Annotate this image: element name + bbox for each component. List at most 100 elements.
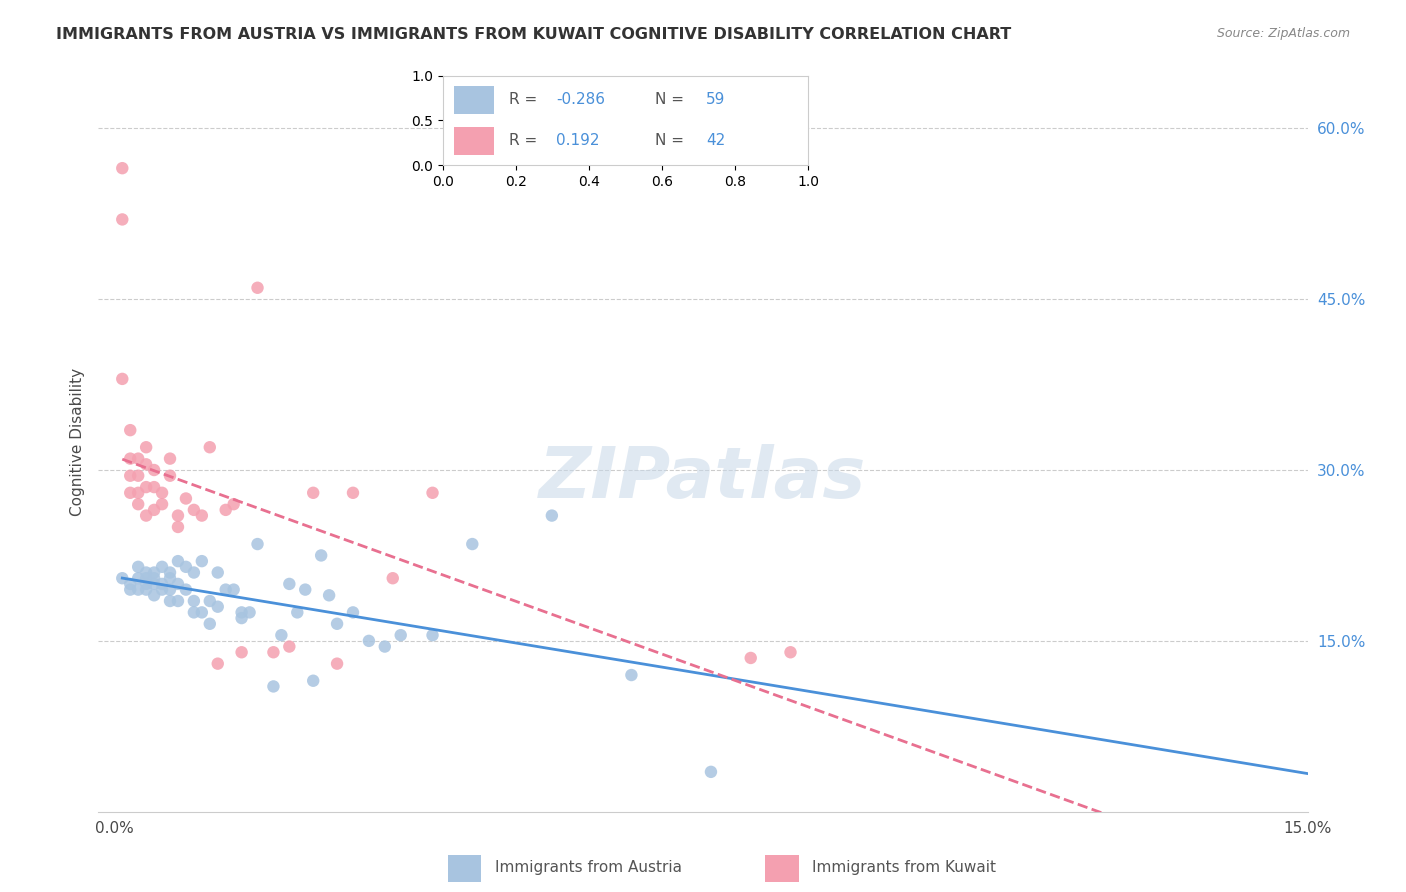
Point: [294, 582, 316, 597]
Point: [309, 549, 332, 563]
Point: [159, 468, 181, 483]
Point: [207, 599, 229, 614]
Point: [150, 582, 173, 597]
Point: [302, 485, 325, 500]
Point: [120, 485, 142, 500]
Point: [318, 588, 340, 602]
Point: [143, 503, 166, 517]
Point: [143, 463, 166, 477]
Point: [111, 372, 134, 386]
Point: [222, 582, 245, 597]
Text: Immigrants from Kuwait: Immigrants from Kuwait: [813, 860, 995, 875]
Point: [135, 508, 157, 523]
Point: [135, 566, 157, 580]
Point: [127, 571, 149, 585]
Text: 0.192: 0.192: [557, 134, 600, 148]
Point: [135, 480, 157, 494]
Point: [120, 423, 142, 437]
Point: [120, 451, 142, 466]
Point: [270, 628, 292, 642]
Point: [127, 468, 149, 483]
Point: [135, 571, 157, 585]
FancyBboxPatch shape: [447, 855, 481, 881]
Point: [167, 508, 190, 523]
Point: [120, 577, 142, 591]
Point: [143, 588, 166, 602]
Point: [326, 657, 349, 671]
Point: [150, 485, 173, 500]
Point: [381, 571, 404, 585]
Point: [540, 508, 562, 523]
Point: [302, 673, 325, 688]
Point: [191, 508, 214, 523]
Point: [111, 212, 134, 227]
Point: [111, 161, 134, 176]
Point: [389, 628, 412, 642]
FancyBboxPatch shape: [765, 855, 799, 881]
Point: [167, 594, 190, 608]
Text: -0.286: -0.286: [557, 93, 605, 107]
Point: [191, 554, 214, 568]
Point: [422, 485, 444, 500]
Point: [127, 582, 149, 597]
Point: [127, 559, 149, 574]
Text: ZIPatlas: ZIPatlas: [540, 444, 866, 513]
Point: [262, 645, 284, 659]
Point: [222, 497, 245, 511]
Point: [207, 566, 229, 580]
Point: [231, 645, 253, 659]
Point: [215, 582, 238, 597]
Point: [422, 628, 444, 642]
Point: [135, 440, 157, 454]
Point: [167, 554, 190, 568]
Text: R =: R =: [509, 93, 541, 107]
Point: [239, 606, 262, 620]
Point: [246, 537, 269, 551]
Point: [183, 503, 205, 517]
Point: [167, 577, 190, 591]
Point: [159, 571, 181, 585]
Text: N =: N =: [655, 134, 689, 148]
Point: [120, 582, 142, 597]
Point: [740, 651, 762, 665]
Text: Source: ZipAtlas.com: Source: ZipAtlas.com: [1216, 27, 1350, 40]
Point: [174, 559, 197, 574]
Point: [700, 764, 723, 779]
Text: 59: 59: [706, 93, 725, 107]
Point: [159, 594, 181, 608]
Point: [342, 485, 364, 500]
Point: [120, 468, 142, 483]
Point: [779, 645, 801, 659]
Point: [198, 616, 221, 631]
Point: [278, 577, 301, 591]
Point: [150, 577, 173, 591]
Text: 42: 42: [706, 134, 725, 148]
Point: [127, 485, 149, 500]
Point: [198, 440, 221, 454]
Point: [167, 520, 190, 534]
Point: [143, 480, 166, 494]
Point: [127, 497, 149, 511]
Point: [278, 640, 301, 654]
Point: [215, 503, 238, 517]
Point: [183, 594, 205, 608]
Point: [135, 582, 157, 597]
Point: [183, 566, 205, 580]
Point: [357, 633, 380, 648]
Point: [326, 616, 349, 631]
Point: [135, 577, 157, 591]
Point: [262, 680, 284, 694]
Point: [111, 571, 134, 585]
Point: [183, 606, 205, 620]
Point: [198, 594, 221, 608]
Point: [135, 458, 157, 472]
FancyBboxPatch shape: [454, 127, 494, 155]
Point: [159, 451, 181, 466]
Point: [143, 577, 166, 591]
Text: R =: R =: [509, 134, 541, 148]
Point: [150, 559, 173, 574]
Point: [342, 606, 364, 620]
Text: N =: N =: [655, 93, 689, 107]
Point: [620, 668, 643, 682]
Text: Immigrants from Austria: Immigrants from Austria: [495, 860, 682, 875]
